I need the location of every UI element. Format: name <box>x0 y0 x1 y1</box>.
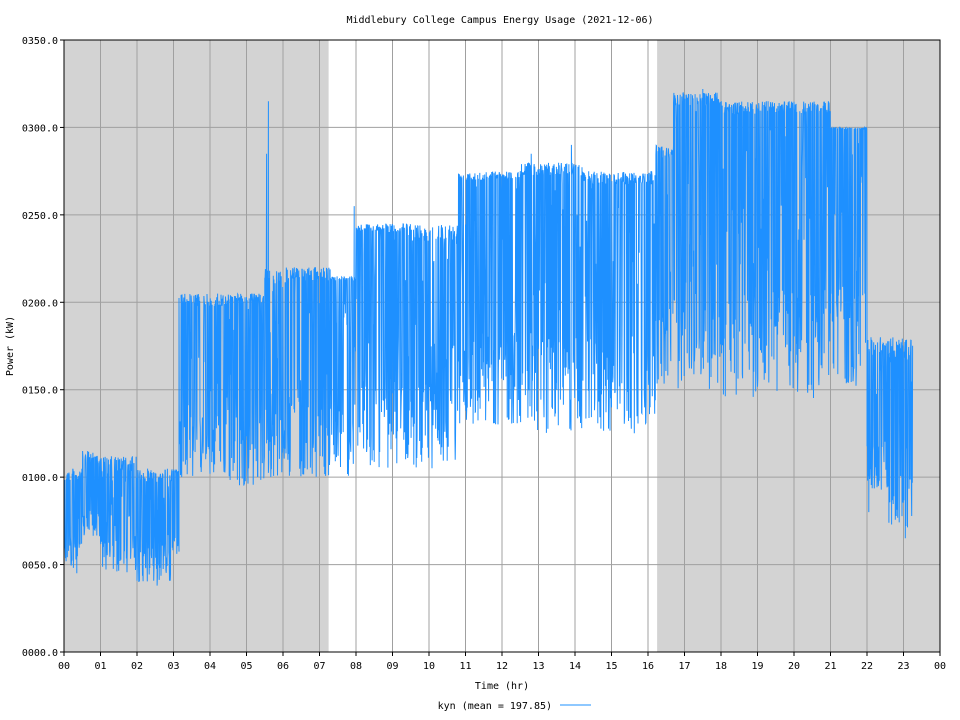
x-tick-label: 22 <box>861 661 873 672</box>
y-tick-label: 0200.0 <box>22 298 58 309</box>
x-tick-label: 00 <box>934 661 946 672</box>
x-tick-label: 01 <box>94 661 106 672</box>
x-tick-label: 11 <box>459 661 471 672</box>
y-tick-label: 0300.0 <box>22 123 58 134</box>
chart-title: Middlebury College Campus Energy Usage (… <box>346 15 653 26</box>
x-tick-label: 21 <box>824 661 836 672</box>
x-tick-label: 07 <box>313 661 325 672</box>
y-tick-label: 0100.0 <box>22 473 58 484</box>
x-tick-label: 12 <box>496 661 508 672</box>
x-tick-label: 00 <box>58 661 70 672</box>
x-tick-label: 17 <box>678 661 690 672</box>
y-axis-label: Power (kW) <box>5 316 16 376</box>
x-tick-label: 18 <box>715 661 727 672</box>
x-tick-label: 23 <box>897 661 909 672</box>
x-tick-label: 19 <box>751 661 763 672</box>
x-tick-label: 09 <box>386 661 398 672</box>
x-tick-label: 15 <box>605 661 617 672</box>
x-tick-label: 08 <box>350 661 362 672</box>
x-axis-label: Time (hr) <box>475 681 529 692</box>
series-line <box>63 88 914 586</box>
legend-label: kyn (mean = 197.85) <box>438 701 552 712</box>
y-tick-label: 0250.0 <box>22 211 58 222</box>
y-tick-label: 0000.0 <box>22 648 58 659</box>
x-tick-label: 14 <box>569 661 581 672</box>
x-tick-label: 13 <box>532 661 544 672</box>
y-tick-label: 0350.0 <box>22 36 58 47</box>
x-tick-label: 20 <box>788 661 800 672</box>
x-tick-label: 06 <box>277 661 289 672</box>
x-tick-label: 10 <box>423 661 435 672</box>
legend: kyn (mean = 197.85) <box>438 701 591 712</box>
y-tick-label: 0050.0 <box>22 561 58 572</box>
x-tick-label: 03 <box>167 661 179 672</box>
y-tick-label: 0150.0 <box>22 386 58 397</box>
x-tick-label: 04 <box>204 661 216 672</box>
x-tick-label: 05 <box>240 661 252 672</box>
series-kyn <box>63 88 914 586</box>
x-tick-label: 16 <box>642 661 654 672</box>
x-tick-label: 02 <box>131 661 143 672</box>
axis-ticks: 00 01 02 03 04 05 06 07 08 09 10 11 12 13 14 15 16 17 18 19… <box>22 36 946 672</box>
